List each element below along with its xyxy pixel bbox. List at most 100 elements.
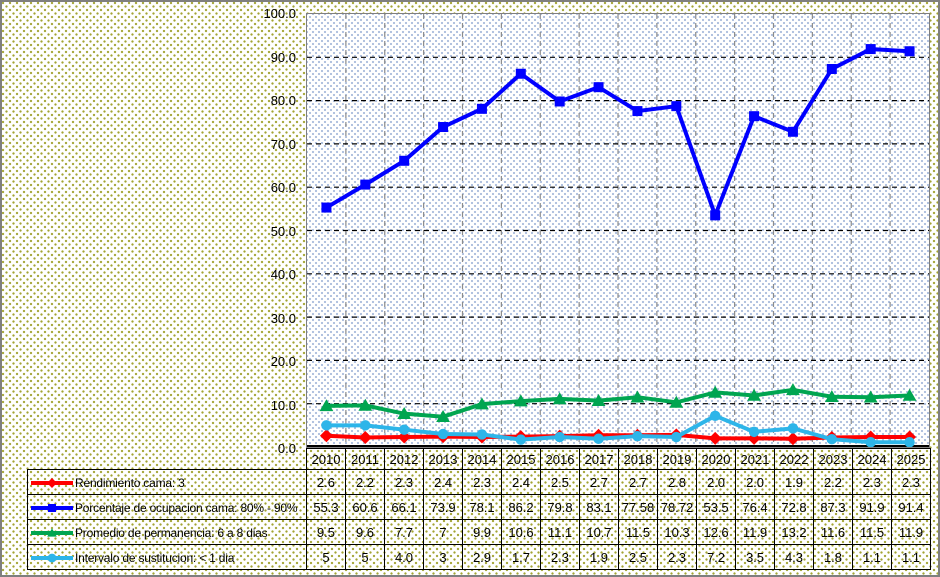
- series-point: [554, 431, 565, 443]
- series-point: [398, 424, 410, 435]
- value-cell: 78.72: [657, 494, 697, 520]
- legend-marker-diamond-icon: [31, 477, 73, 488]
- legend-marker-shape: [47, 477, 57, 488]
- year-cell: 2019: [657, 448, 697, 470]
- value-cell: 11.9: [735, 519, 775, 545]
- legend-marker-circle-icon: [31, 553, 73, 563]
- series-point: [436, 410, 450, 422]
- value-cell: 86.2: [501, 494, 541, 520]
- value-cell: 1.9: [774, 469, 814, 495]
- series-point: [863, 390, 878, 403]
- value-cell: 2.3: [384, 469, 424, 495]
- series-point: [786, 432, 800, 446]
- value-cell: 78.1: [462, 494, 502, 520]
- year-cell: 2013: [423, 448, 463, 470]
- series-point: [358, 398, 373, 411]
- series-point: [632, 106, 643, 117]
- value-cell: 53.5: [696, 494, 736, 520]
- legend-item: Promedio de permanencia: 6 a 8 dias: [27, 519, 307, 545]
- legend-item: Rendimiento cama: 3: [27, 469, 307, 495]
- year-cell: 2015: [501, 448, 541, 470]
- series-point: [786, 383, 800, 396]
- value-cell: 79.8: [540, 494, 580, 520]
- table-row-series: Rendimiento cama: 3 2.6 2.2 2.3 2.4 2.3 2.4 2.5…: [27, 469, 931, 495]
- series-point: [515, 434, 527, 445]
- series-point: [904, 46, 915, 57]
- value-cell: 10.6: [501, 519, 541, 545]
- year-cell: 2021: [735, 448, 775, 470]
- value-cell: 3.5: [735, 544, 775, 570]
- value-cell: 83.1: [579, 494, 619, 520]
- value-cell: 11.1: [540, 519, 580, 545]
- value-cell: 2.4: [501, 469, 541, 495]
- series-point: [593, 433, 604, 444]
- y-axis-tick-label: 20.0: [270, 354, 296, 369]
- series-point: [632, 430, 643, 442]
- value-cell: 2.3: [891, 469, 931, 495]
- series-point: [709, 410, 721, 422]
- value-cell: 10.3: [657, 519, 697, 545]
- value-cell: 1.9: [579, 544, 619, 570]
- value-cell: 12.6: [696, 519, 736, 545]
- plot-svg: [307, 14, 929, 447]
- value-cell: 1.8: [813, 544, 853, 570]
- legend-label: Rendimiento cama: 3: [75, 475, 185, 490]
- series-point: [669, 395, 684, 408]
- series-point: [748, 426, 760, 438]
- series-point: [747, 388, 761, 401]
- value-cell: 3: [423, 544, 463, 570]
- value-cell: 2.9: [462, 544, 502, 570]
- data-table: 2010 2011 2012 2013 2014 2015 2016 2017 2018 2019…: [27, 448, 931, 570]
- series-point: [358, 430, 372, 444]
- value-cell: 7.7: [384, 519, 424, 545]
- series-point: [399, 155, 410, 166]
- y-axis-tick-label: 0.0: [277, 441, 296, 456]
- value-cell: 2.6: [306, 469, 346, 495]
- series-point: [397, 430, 411, 444]
- value-cell: 91.9: [852, 494, 892, 520]
- series-point: [710, 210, 721, 221]
- legend-item: Porcentaje de ocupacion cama: 80% - 90%: [27, 494, 307, 520]
- year-cell: 2020: [696, 448, 736, 470]
- series-point: [593, 82, 604, 93]
- legend-item: Intervalo de sustitucion: < 1 dia: [27, 544, 307, 570]
- series-point: [554, 96, 565, 107]
- y-axis-tick-label: 50.0: [270, 223, 296, 239]
- series-point: [824, 390, 839, 403]
- series-point: [708, 385, 723, 398]
- series-line-1: [325, 47, 910, 222]
- value-cell: 2.3: [462, 469, 502, 495]
- table-corner-cell: [28, 449, 307, 470]
- value-cell: 2.0: [735, 469, 775, 495]
- series-point: [708, 431, 722, 445]
- series-point: [826, 63, 837, 74]
- year-cell: 2014: [462, 448, 502, 470]
- series-point: [360, 179, 371, 190]
- year-cell: 2025: [891, 448, 931, 470]
- legend-label: Intervalo de sustitucion: < 1 dia: [75, 550, 235, 565]
- series-point: [476, 429, 488, 440]
- y-axis-tick-label: 60.0: [270, 180, 296, 195]
- series-point: [671, 431, 682, 443]
- y-axis-tick-label: 100.0: [263, 6, 296, 21]
- value-cell: 1.1: [891, 544, 931, 570]
- legend-marker-shape: [47, 528, 57, 537]
- series-point: [787, 126, 798, 137]
- value-cell: 87.3: [813, 494, 853, 520]
- value-cell: 11.6: [813, 519, 853, 545]
- value-cell: 7.2: [696, 544, 736, 570]
- series-point: [904, 437, 915, 447]
- y-axis-tick-label: 40.0: [270, 267, 296, 282]
- series-point: [321, 202, 332, 213]
- year-cell: 2023: [813, 448, 853, 470]
- table-row-series: Promedio de permanencia: 6 a 8 dias 9.5 9.…: [27, 519, 931, 545]
- value-cell: 60.6: [345, 494, 385, 520]
- y-axis-tick-label: 30.0: [270, 310, 296, 326]
- value-cell: 9.5: [306, 519, 346, 545]
- value-cell: 9.6: [345, 519, 385, 545]
- value-cell: 2.8: [657, 469, 697, 495]
- value-cell: 4.3: [774, 544, 814, 570]
- year-cell: 2011: [345, 448, 385, 470]
- series-point: [437, 428, 449, 440]
